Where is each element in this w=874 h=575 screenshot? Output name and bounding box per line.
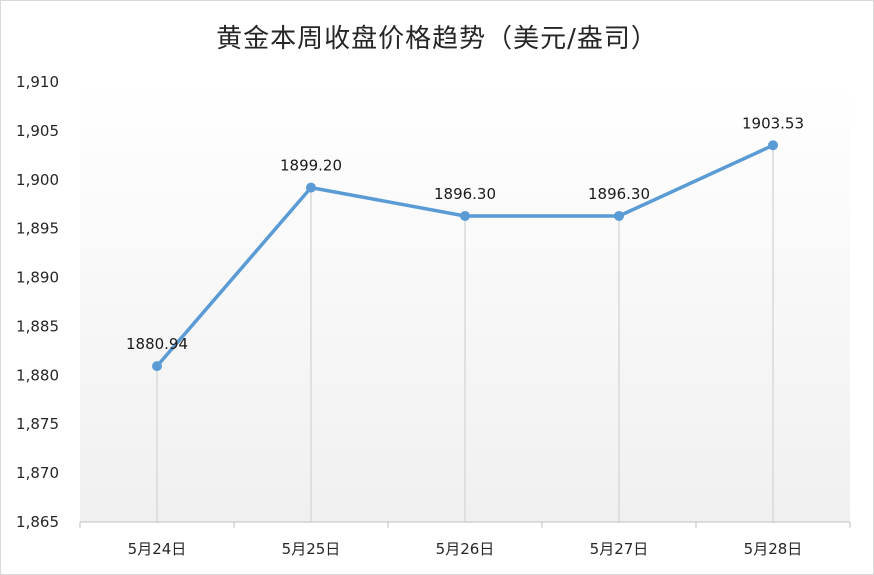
- y-tick-label: 1,900: [16, 171, 59, 189]
- data-point: [152, 361, 162, 372]
- data-point: [614, 210, 624, 221]
- x-tick-label: 5月28日: [744, 540, 803, 558]
- data-label: 1896.30: [588, 185, 650, 203]
- x-tick-label: 5月27日: [590, 540, 649, 558]
- y-tick-label: 1,875: [16, 415, 59, 433]
- data-point: [306, 182, 316, 193]
- data-label: 1896.30: [434, 185, 496, 203]
- y-tick-label: 1,885: [16, 317, 59, 335]
- y-tick-label: 1,880: [16, 366, 59, 384]
- data-label: 1880.94: [126, 335, 188, 353]
- y-tick-label: 1,895: [16, 220, 59, 238]
- data-label: 1899.20: [280, 157, 342, 175]
- x-tick-label: 5月25日: [282, 540, 341, 558]
- data-label: 1903.53: [742, 114, 804, 132]
- x-tick-label: 5月26日: [436, 540, 495, 558]
- chart-title: 黄金本周收盘价格趋势（美元/盎司）: [216, 24, 658, 54]
- x-tick-label: 5月24日: [128, 540, 187, 558]
- data-point: [460, 210, 470, 221]
- y-tick-label: 1,905: [16, 122, 59, 140]
- y-tick-label: 1,890: [16, 269, 59, 287]
- y-tick-label: 1,865: [16, 513, 59, 531]
- y-tick-label: 1,870: [16, 464, 59, 482]
- data-point: [768, 140, 778, 151]
- y-tick-label: 1,910: [16, 73, 59, 91]
